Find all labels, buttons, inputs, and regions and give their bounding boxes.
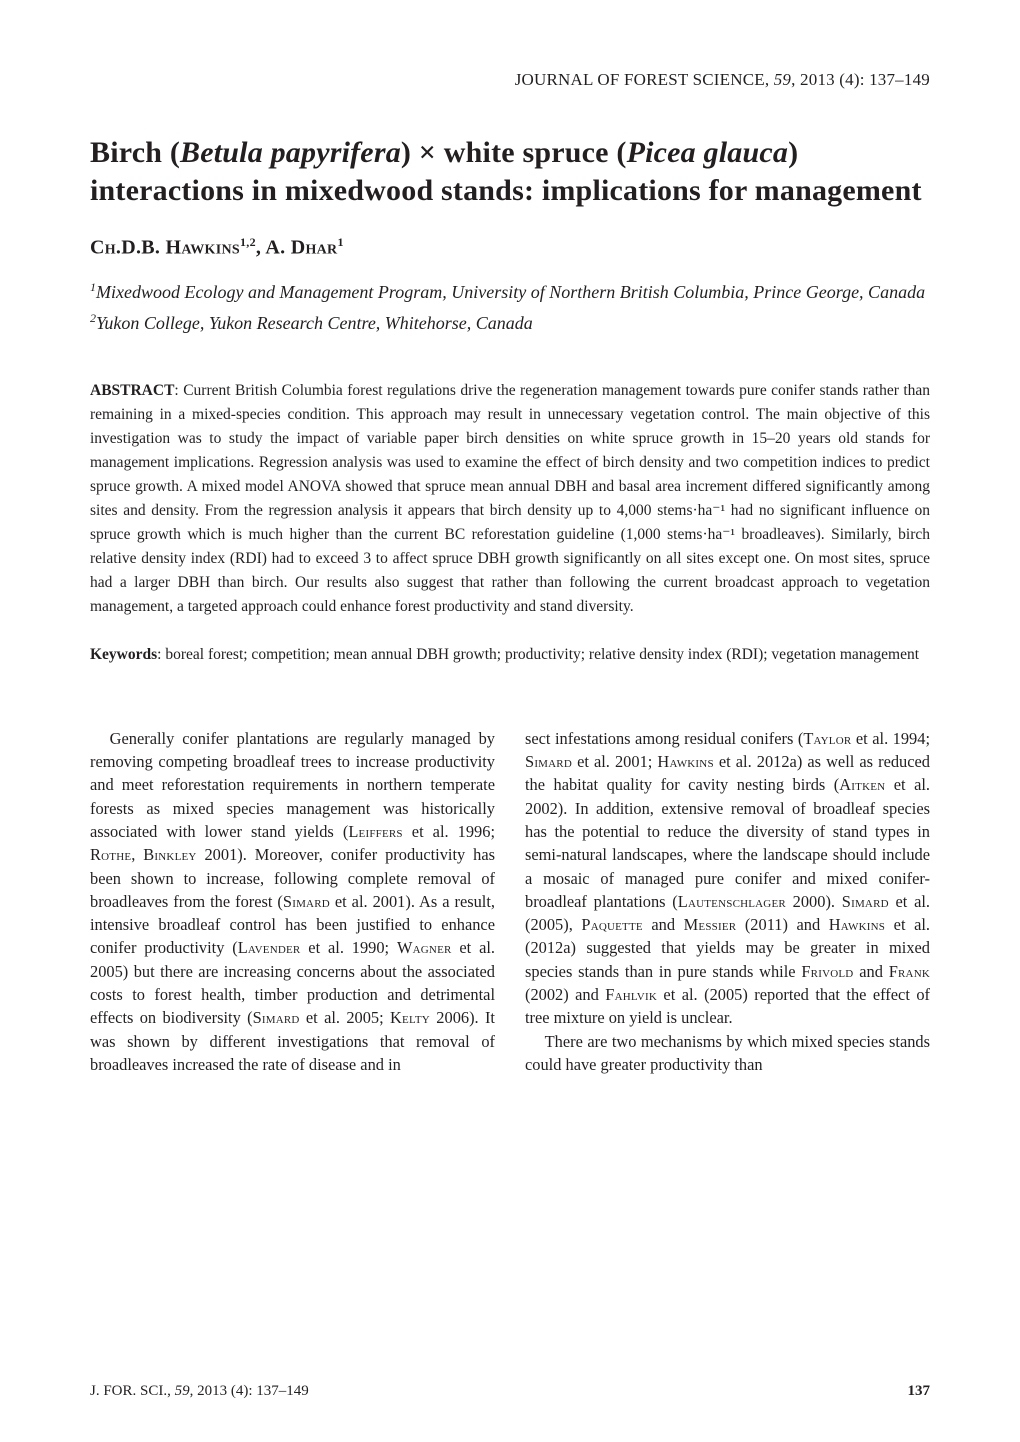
keywords: Keywords: boreal forest; competition; me… xyxy=(90,643,930,667)
title-text-2: ) × white spruce ( xyxy=(401,136,627,169)
author-2-affil-sup: 1 xyxy=(337,235,343,249)
author-1: Ch.D.B. Hawkins xyxy=(90,236,240,258)
affiliations: 1Mixedwood Ecology and Management Progra… xyxy=(90,277,930,338)
affiliation-2: 2Yukon College, Yukon Research Centre, W… xyxy=(90,308,930,339)
affiliation-1: 1Mixedwood Ecology and Management Progra… xyxy=(90,277,930,308)
author-1-affil-sup: 1,2 xyxy=(240,235,256,249)
title-text-1: Birch ( xyxy=(90,136,180,169)
page: JOURNAL OF FOREST SCIENCE, 59, 2013 (4):… xyxy=(0,0,1020,1442)
body-paragraph-1: Generally conifer plantations are regula… xyxy=(90,727,495,1076)
footer-citation-volume: 59 xyxy=(175,1383,190,1399)
body-paragraph-1b: sect infestations among residual conifer… xyxy=(525,727,930,1030)
page-footer: J. FOR. SCI., 59, 2013 (4): 137–149 137 xyxy=(90,1383,930,1400)
title-scientific-1: Betula papyrifera xyxy=(180,136,401,169)
body-paragraph-2: There are two mechanisms by which mixed … xyxy=(525,1030,930,1077)
abstract-label: ABSTRACT xyxy=(90,382,174,399)
keywords-text: boreal forest; competition; mean annual … xyxy=(165,646,919,663)
page-number: 137 xyxy=(908,1383,931,1400)
title-scientific-2: Picea glauca xyxy=(627,136,789,169)
affiliation-2-text: Yukon College, Yukon Research Centre, Wh… xyxy=(96,313,533,333)
authors: Ch.D.B. Hawkins1,2, A. Dhar1 xyxy=(90,235,930,260)
journal-name: JOURNAL OF FOREST SCIENCE, xyxy=(515,70,774,89)
footer-citation-b: , 2013 (4): 137–149 xyxy=(190,1383,309,1399)
abstract-separator: : xyxy=(174,382,183,399)
footer-citation-a: J. FOR. SCI., xyxy=(90,1383,175,1399)
footer-citation: J. FOR. SCI., 59, 2013 (4): 137–149 xyxy=(90,1383,309,1400)
article-title: Birch (Betula papyrifera) × white spruce… xyxy=(90,134,930,211)
running-head: JOURNAL OF FOREST SCIENCE, 59, 2013 (4):… xyxy=(90,70,930,90)
abstract-text: Current British Columbia forest regulati… xyxy=(90,382,930,615)
running-head-issue: , 2013 (4): 137–149 xyxy=(791,70,930,89)
affiliation-1-text: Mixedwood Ecology and Management Program… xyxy=(96,282,925,302)
body-columns: Generally conifer plantations are regula… xyxy=(90,727,930,1076)
author-separator: , A. Dhar xyxy=(256,236,338,258)
keywords-label: Keywords xyxy=(90,646,157,663)
running-head-volume: 59 xyxy=(774,70,791,89)
abstract: ABSTRACT: Current British Columbia fores… xyxy=(90,379,930,619)
